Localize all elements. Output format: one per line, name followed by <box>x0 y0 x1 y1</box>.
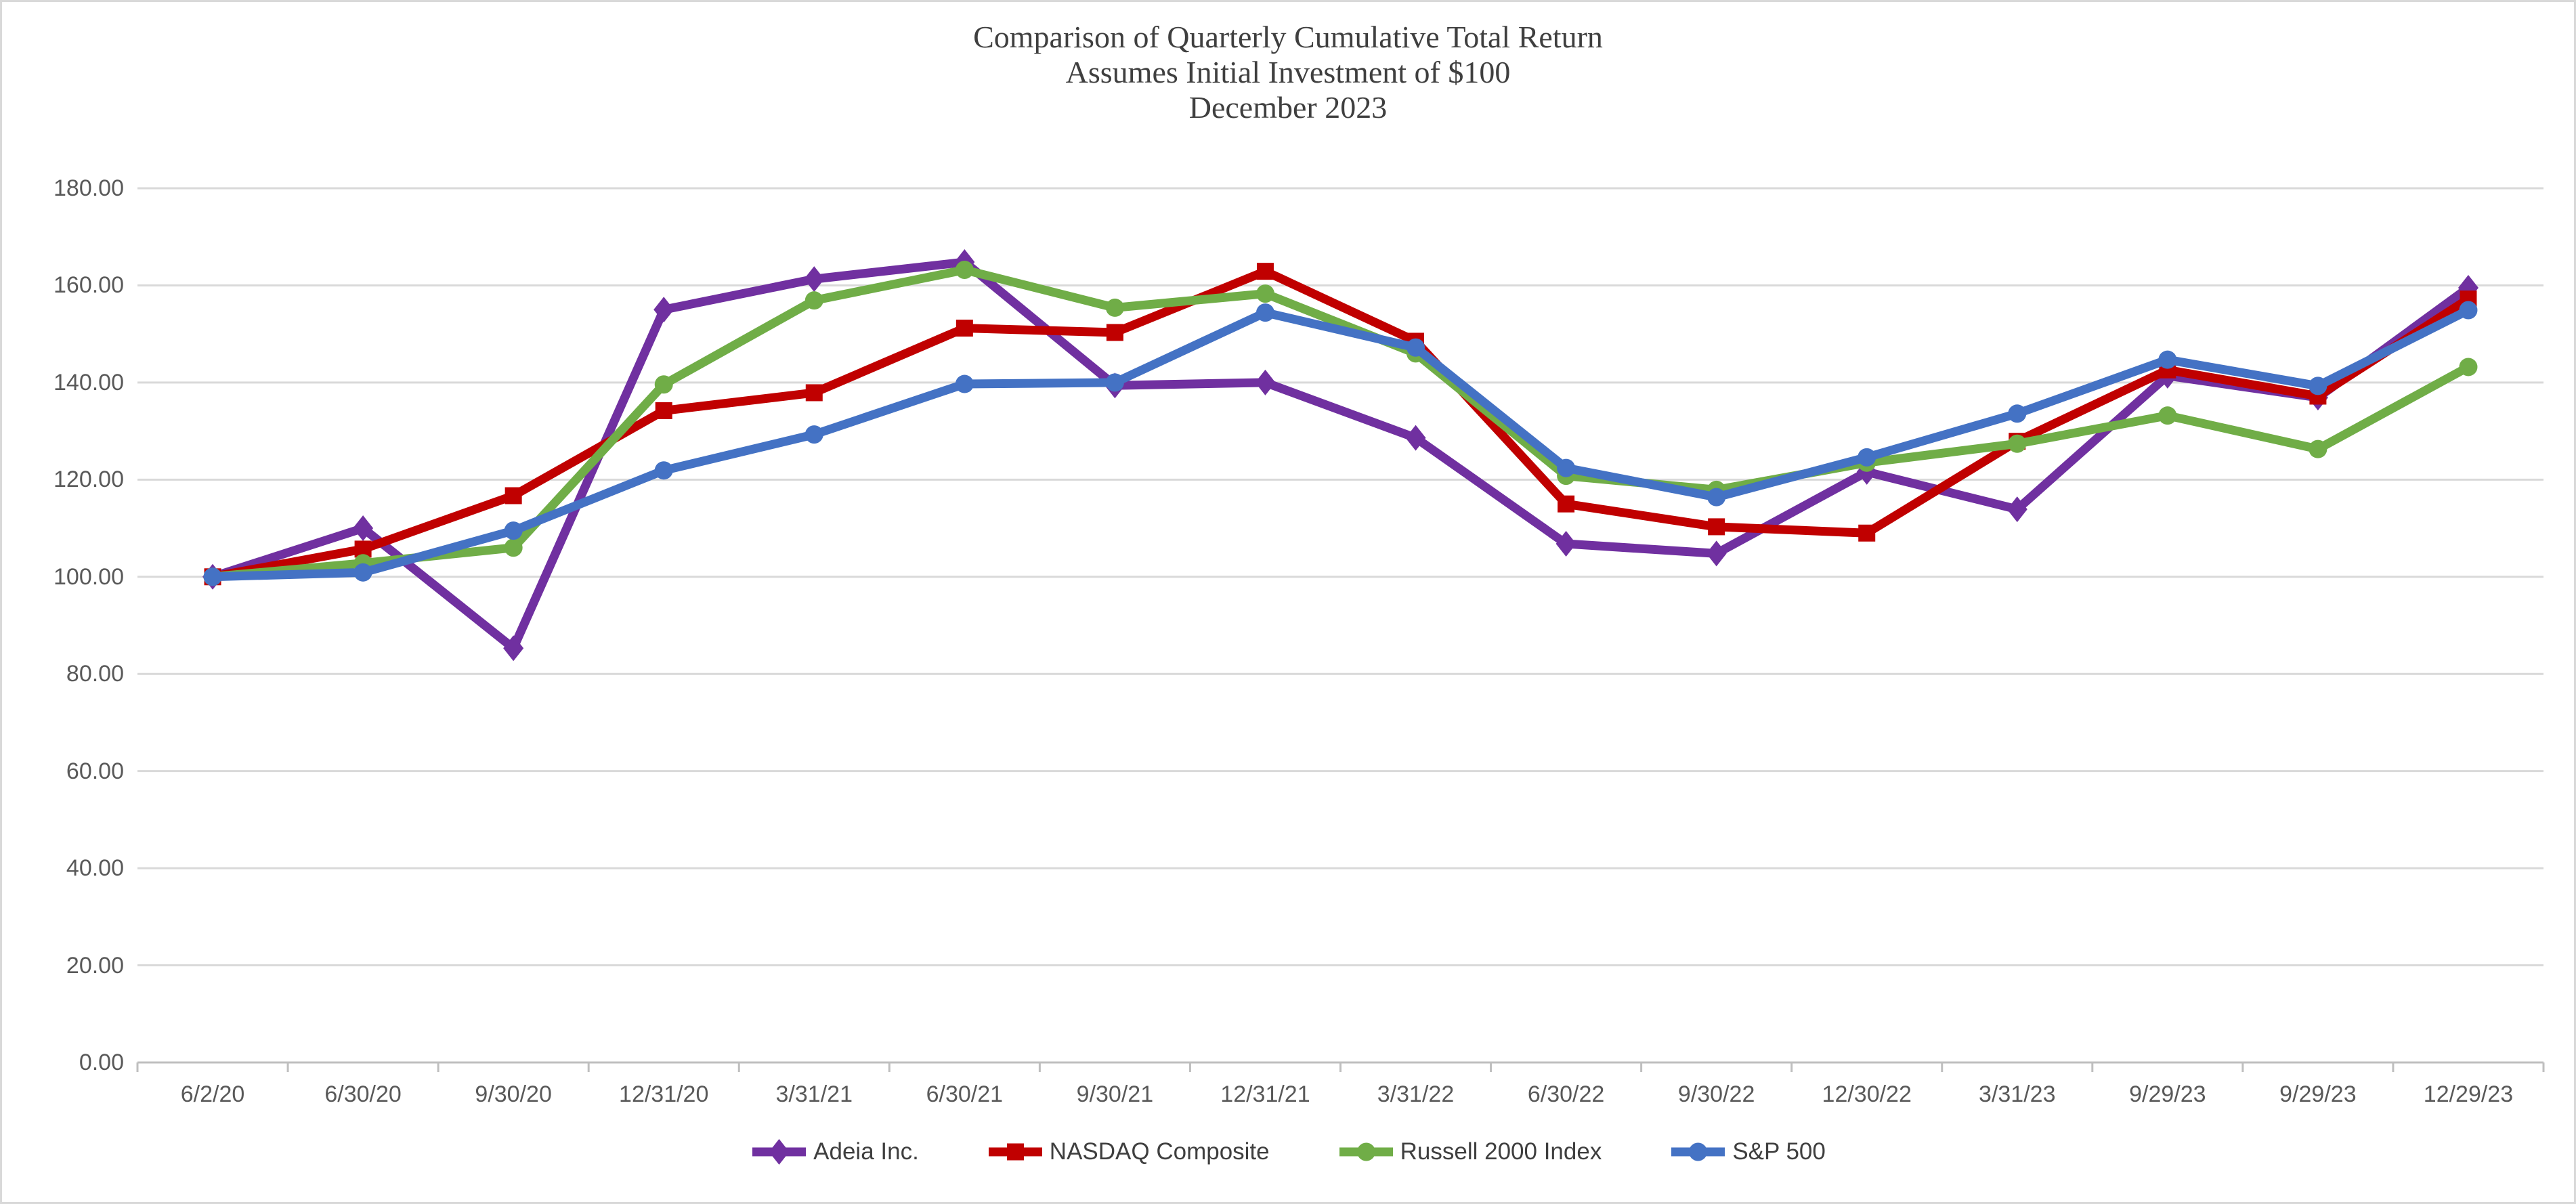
x-axis-category-label: 12/31/20 <box>619 1081 709 1107</box>
x-axis-category-label: 9/30/20 <box>475 1081 552 1107</box>
diamond-legend-marker-icon <box>752 1139 807 1165</box>
data-point-marker <box>203 567 222 586</box>
data-point-marker <box>1256 263 1274 280</box>
x-axis-category-label: 6/30/21 <box>926 1081 1004 1107</box>
data-point-marker <box>1106 324 1123 341</box>
data-point-marker <box>956 320 973 337</box>
y-axis-tick-label: 180.00 <box>53 175 124 201</box>
legend-marker <box>1356 1142 1375 1161</box>
data-point-marker <box>1558 495 1575 513</box>
y-axis-tick-label: 120.00 <box>53 467 124 493</box>
x-axis-category-label: 9/29/23 <box>2129 1081 2206 1107</box>
data-point-marker <box>1708 518 1725 536</box>
series-line <box>208 265 2473 582</box>
series-line <box>208 267 2473 582</box>
data-point-marker <box>1255 369 1276 395</box>
chart-title: Comparison of Quarterly Cumulative Total… <box>2 20 2574 125</box>
data-point-marker <box>1707 488 1726 507</box>
data-point-marker <box>503 635 524 662</box>
data-point-marker <box>2008 404 2027 423</box>
data-point-marker <box>504 538 523 557</box>
data-point-marker <box>2006 496 2027 523</box>
data-point-marker <box>1555 531 1576 557</box>
data-point-marker <box>2459 301 2478 320</box>
data-point-marker <box>653 297 674 323</box>
data-point-marker <box>654 375 673 394</box>
x-axis-category-label: 3/31/23 <box>1979 1081 2056 1107</box>
data-point-marker <box>1858 448 1876 467</box>
x-axis-category-label: 12/30/22 <box>1822 1081 1912 1107</box>
legend-marker <box>1689 1142 1708 1161</box>
y-axis-tick-label: 40.00 <box>66 855 124 882</box>
x-axis-category-label: 6/30/20 <box>324 1081 402 1107</box>
y-axis-tick-label: 20.00 <box>66 952 124 979</box>
legend-label: S&P 500 <box>1732 1138 1826 1165</box>
legend-marker <box>769 1139 790 1165</box>
y-axis-tick-label: 140.00 <box>53 369 124 395</box>
x-axis-category-label: 9/29/23 <box>2279 1081 2357 1107</box>
data-point-marker <box>955 260 974 279</box>
data-point-marker <box>1557 458 1576 477</box>
data-point-marker <box>655 402 672 419</box>
x-axis-category-label: 6/2/20 <box>180 1081 245 1107</box>
x-axis-category-label: 9/30/22 <box>1677 1081 1755 1107</box>
legend: Adeia Inc. NASDAQ Composite Russell 2000 I… <box>2 1137 2574 1167</box>
data-point-marker <box>353 515 374 542</box>
data-point-marker <box>1405 425 1426 451</box>
x-axis-category-label: 12/31/21 <box>1220 1081 1310 1107</box>
data-point-marker <box>2008 434 2027 453</box>
square-legend-marker-icon <box>988 1143 1042 1161</box>
data-point-marker <box>2309 439 2327 458</box>
circle-legend-marker-icon <box>1339 1142 1393 1161</box>
legend-label: Russell 2000 Index <box>1400 1138 1602 1165</box>
y-axis-tick-label: 100.00 <box>53 563 124 590</box>
legend-label: Adeia Inc. <box>813 1138 919 1165</box>
y-axis-tick-label: 80.00 <box>66 661 124 687</box>
x-axis-category-label: 12/29/23 <box>2423 1081 2514 1107</box>
data-point-marker <box>1255 284 1274 303</box>
data-point-marker <box>1105 298 1124 317</box>
data-point-marker <box>804 291 823 310</box>
series-line <box>208 257 2473 653</box>
legend-item: Russell 2000 Index <box>1337 1137 1602 1167</box>
data-point-marker <box>353 563 372 582</box>
legend-label: NASDAQ Composite <box>1049 1138 1270 1165</box>
chart-title-line-1: Comparison of Quarterly Cumulative Total… <box>973 20 1603 54</box>
data-point-marker <box>504 521 523 540</box>
data-point-marker <box>505 487 522 504</box>
circle-legend-marker-icon <box>1671 1142 1725 1161</box>
data-point-marker <box>1407 338 1425 357</box>
data-point-marker <box>1706 540 1727 567</box>
series-s-p-500 <box>203 301 2478 586</box>
y-axis-tick-label: 160.00 <box>53 272 124 299</box>
data-point-marker <box>804 266 825 293</box>
data-point-marker <box>804 425 823 444</box>
data-point-marker <box>955 374 974 393</box>
data-point-marker <box>1105 373 1124 392</box>
data-point-marker <box>2158 406 2177 425</box>
data-point-marker <box>1858 524 1876 542</box>
x-axis-category-label: 9/30/21 <box>1076 1081 1154 1107</box>
data-point-marker <box>2459 358 2478 377</box>
y-axis-tick-label: 0.00 <box>79 1050 124 1075</box>
chart-title-line-2: Assumes Initial Investment of $100 <box>1065 55 1511 89</box>
y-axis-tick-label: 60.00 <box>66 758 124 784</box>
chart-title-line-3: December 2023 <box>1188 90 1388 125</box>
series-line <box>208 305 2473 582</box>
data-point-marker <box>2158 350 2177 369</box>
legend-item: S&P 500 <box>1669 1137 1826 1167</box>
legend-item: Adeia Inc. <box>750 1137 919 1167</box>
data-point-marker <box>805 384 823 402</box>
legend-marker <box>1006 1143 1024 1161</box>
legend-item: NASDAQ Composite <box>987 1137 1270 1167</box>
data-point-marker <box>1255 303 1274 322</box>
x-axis-category-label: 3/31/22 <box>1377 1081 1455 1107</box>
data-point-marker <box>2309 377 2327 395</box>
x-axis-category-label: 3/31/21 <box>775 1081 853 1107</box>
x-axis-category-label: 6/30/22 <box>1527 1081 1605 1107</box>
data-point-marker <box>654 461 673 480</box>
